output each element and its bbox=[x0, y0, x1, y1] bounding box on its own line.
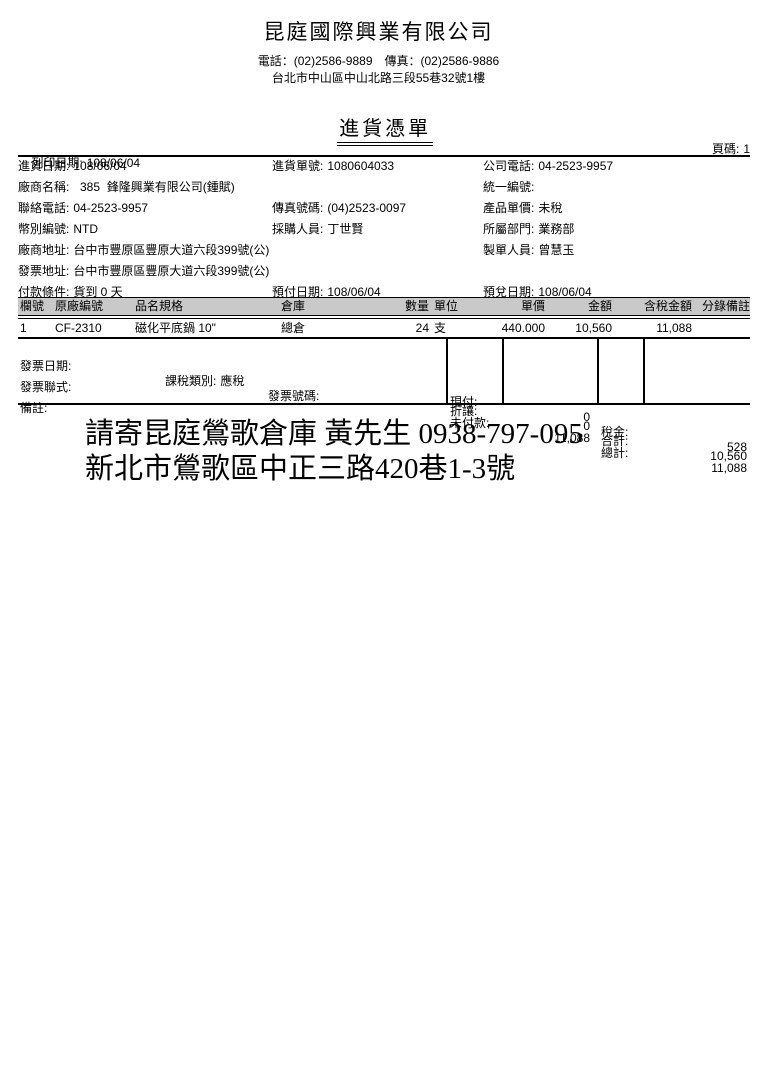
unpaid-label: 未付款: bbox=[450, 416, 490, 430]
summary-row-2: 發票聯式: 現付: 0 稅金: 528 bbox=[18, 365, 750, 454]
company-contact-line: 電話：(02)2586-9889 傳真：(02)2586-9886 bbox=[257, 54, 500, 68]
cell-entry-remark bbox=[694, 321, 750, 336]
discount-value: 0 bbox=[583, 419, 590, 433]
print-date-value: 108/06/04 bbox=[86, 156, 141, 170]
invoice-address: 發票地址: 台中市豐原區豐原大道六段399號(公) bbox=[18, 264, 270, 278]
total-label: 總計: bbox=[601, 446, 629, 460]
info-row-7: 付款條件: 貨到 0 天 預付日期: 108/06/04 預兌日期: 108/06/0… bbox=[0, 285, 757, 300]
cell-line-no: 1 bbox=[20, 321, 27, 335]
col-header-unit-price: 單價 bbox=[520, 299, 545, 313]
paid-now-value: 0 bbox=[583, 410, 590, 424]
doc-title-wrap: 進貨憑單 bbox=[0, 98, 757, 160]
table-row: 1 CF-2310 磁化平底鍋 10" 總倉 24 支 440.000 10,5… bbox=[18, 321, 750, 336]
invoice-date-label: 發票日期: bbox=[20, 359, 72, 373]
purchase-date: 進貨日期: 108/06/04 bbox=[18, 159, 127, 173]
vendor-address: 廠商地址: 台中市豐原區豐原大道六段399號(公) bbox=[18, 243, 270, 257]
company-phone: 公司電話: 04-2523-9957 bbox=[483, 159, 614, 173]
invoice-copy-label: 發票聯式: bbox=[20, 380, 72, 394]
payment-terms: 付款條件: 貨到 0 天 bbox=[18, 285, 123, 299]
department: 所屬部門: 業務部 bbox=[483, 222, 575, 236]
meta-row: 列印日期: 108/06/04 頁碼: 1 bbox=[18, 140, 750, 199]
col-header-line-no: 欄號 bbox=[20, 299, 45, 313]
col-header-part-no: 原廠編號 bbox=[55, 299, 104, 313]
doc-title: 進貨憑單 bbox=[337, 112, 434, 146]
info-row-4: 幣別編號: NTD 採購人員: 丁世賢 所屬部門: 業務部 bbox=[0, 222, 757, 237]
unit-price-type: 產品單價: 未稅 bbox=[483, 201, 563, 215]
summary-vline-4 bbox=[643, 339, 645, 403]
col-header-unit: 單位 bbox=[434, 299, 459, 313]
currency-code: 幣別編號: NTD bbox=[18, 222, 99, 236]
cell-amount-taxed: 11,088 bbox=[656, 321, 692, 335]
summary-vline-3 bbox=[597, 339, 599, 403]
tax-value: 528 bbox=[726, 440, 747, 454]
discount-label: 折讓: bbox=[450, 404, 478, 418]
tax-label: 稅金: bbox=[601, 425, 629, 439]
doc-maker: 製單人員: 曾慧玉 bbox=[483, 243, 575, 257]
col-header-item-spec: 品名規格 bbox=[135, 299, 184, 313]
info-row-3: 聯絡電話: 04-2523-9957 傳真號碼: (04)2523-0097 產品單… bbox=[0, 201, 757, 216]
paid-now-label: 現付: bbox=[450, 395, 478, 409]
summary-row-3: 備註: 未付款: 11,088 總計: 11,088 bbox=[18, 386, 750, 475]
vendor-name: 廠商名稱: 385 鋒隆興業有限公司(鍾賦) bbox=[18, 180, 235, 194]
info-row-5: 廠商地址: 台中市豐原區豐原大道六段399號(公) 製單人員: 曾慧玉 bbox=[0, 243, 757, 258]
col-header-qty: 數量 bbox=[404, 299, 429, 313]
contact-phone: 聯絡電話: 04-2523-9957 bbox=[18, 201, 149, 215]
tax-id: 統一編號: bbox=[483, 180, 535, 194]
company-name: 昆庭國際興業有限公司 bbox=[263, 21, 494, 44]
col-header-amount: 金額 bbox=[587, 299, 612, 313]
expected-date: 預兌日期: 108/06/04 bbox=[483, 285, 592, 299]
cell-unit: 支 bbox=[434, 321, 447, 335]
cell-qty: 24 bbox=[415, 321, 429, 335]
items-table-header: 欄號 原廠編號 品名規格 倉庫 數量 單位 單價 金額 含稅金額 分錄備註 bbox=[18, 297, 750, 315]
total-value: 11,088 bbox=[711, 461, 747, 475]
subtotal-value: 10,560 bbox=[710, 449, 747, 463]
summary-box: 發票日期: 課稅類別: 應稅 發票號碼: 折讓: 0 合計: 10,560 發票聯… bbox=[18, 337, 750, 475]
header-double-line bbox=[18, 315, 750, 319]
shipping-note-line-2: 新北市鶯歌區中正三路420巷1-3號 bbox=[85, 453, 516, 485]
cell-amount: 10,560 bbox=[575, 321, 612, 335]
col-header-amount-taxed: 含稅金額 bbox=[643, 299, 692, 313]
company-address-line: 台北市中山區中山北路三段55巷32號1樓 bbox=[271, 71, 486, 85]
unpaid-value: 11,088 bbox=[554, 431, 590, 445]
info-row-6: 發票地址: 台中市豐原區豐原大道六段399號(公) bbox=[0, 264, 757, 279]
remark-label: 備註: bbox=[20, 401, 48, 415]
fax-no: 傳真號碼: (04)2523-0097 bbox=[272, 201, 407, 215]
print-date-label: 列印日期: bbox=[31, 156, 83, 170]
page-number-label: 頁碼: bbox=[711, 142, 740, 156]
prepay-date: 預付日期: 108/06/04 bbox=[272, 285, 381, 299]
subtotal-label: 合計: bbox=[601, 434, 629, 448]
cell-part-no: CF-2310 bbox=[55, 321, 102, 335]
cell-unit-price: 440.000 bbox=[501, 321, 545, 335]
summary-vline-1 bbox=[446, 339, 448, 403]
summary-row-1: 發票日期: 課稅類別: 應稅 發票號碼: 折讓: 0 合計: 10,560 bbox=[18, 344, 750, 463]
page-number: 頁碼: 1 bbox=[712, 140, 750, 157]
summary-vline-2 bbox=[502, 339, 504, 403]
info-row-1: 進貨日期: 108/06/04 進貨單號: 1080604033 公司電話: 04-2… bbox=[0, 159, 757, 174]
divider-top bbox=[18, 155, 750, 157]
cell-item-spec: 磁化平底鍋 10" bbox=[135, 321, 216, 335]
page-number-value: 1 bbox=[743, 142, 750, 156]
tax-type: 課稅類別: 應稅 bbox=[165, 374, 245, 388]
col-header-entry-remark: 分錄備註 bbox=[702, 299, 750, 313]
info-row-2: 廠商名稱: 385 鋒隆興業有限公司(鍾賦) 統一編號: bbox=[0, 180, 757, 195]
purchase-no: 進貨單號: 1080604033 bbox=[272, 159, 395, 173]
cell-warehouse: 總倉 bbox=[281, 321, 306, 335]
shipping-note-line-1: 請寄昆庭鶯歌倉庫 黃先生 0938-797-095 bbox=[85, 418, 583, 450]
buyer: 採購人員: 丁世賢 bbox=[272, 222, 364, 236]
invoice-no-label: 發票號碼: bbox=[268, 389, 320, 403]
col-header-warehouse: 倉庫 bbox=[281, 299, 306, 313]
